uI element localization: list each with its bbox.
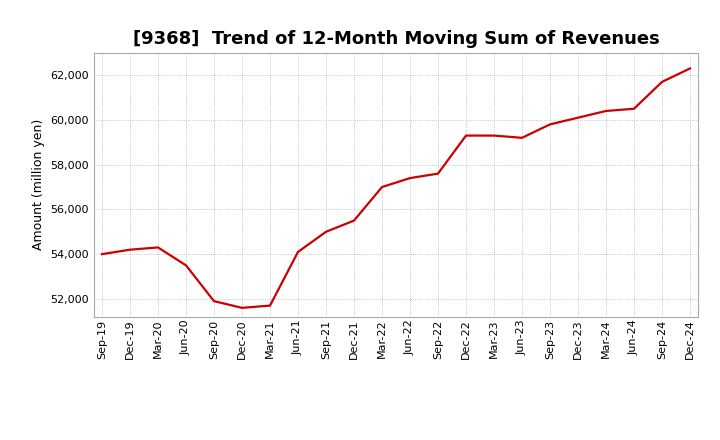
Title: [9368]  Trend of 12-Month Moving Sum of Revenues: [9368] Trend of 12-Month Moving Sum of R… — [132, 30, 660, 48]
Y-axis label: Amount (million yen): Amount (million yen) — [32, 119, 45, 250]
